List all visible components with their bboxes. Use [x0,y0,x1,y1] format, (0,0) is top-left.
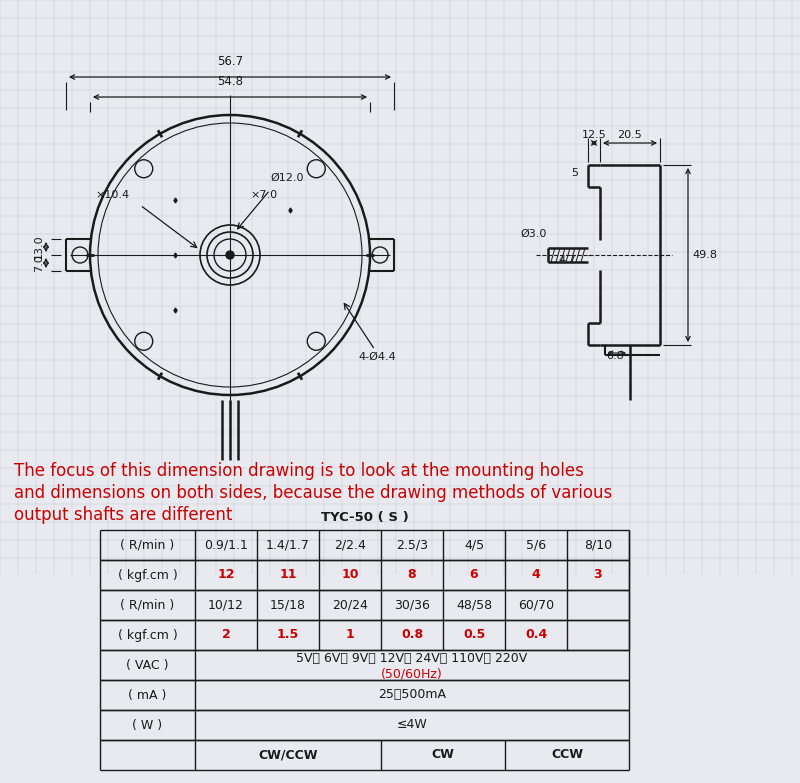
Text: ( kgf.cm ): ( kgf.cm ) [118,568,178,582]
Text: 4.7: 4.7 [558,255,576,265]
Text: 49.8: 49.8 [692,250,717,260]
Text: ( VAC ): ( VAC ) [126,659,169,672]
Text: 8: 8 [408,568,416,582]
Text: ( R/min ): ( R/min ) [120,539,174,551]
Text: 1.4/1.7: 1.4/1.7 [266,539,310,551]
Text: CW/CCW: CW/CCW [258,749,318,762]
Text: 4: 4 [532,568,540,582]
Text: 0.9/1.1: 0.9/1.1 [204,539,248,551]
Text: 0.8: 0.8 [606,351,624,361]
Text: output shafts are different: output shafts are different [14,506,232,524]
Circle shape [226,251,234,259]
Text: 4-Ø4.4: 4-Ø4.4 [358,352,396,362]
Text: 5/6: 5/6 [526,539,546,551]
Text: The focus of this dimension drawing is to look at the mounting holes: The focus of this dimension drawing is t… [14,462,584,480]
Text: 5: 5 [571,168,578,178]
Text: 0.8: 0.8 [401,629,423,641]
Text: 1: 1 [346,629,354,641]
Text: 12: 12 [218,568,234,582]
Text: CCW: CCW [551,749,583,762]
Text: 20/24: 20/24 [332,598,368,612]
Text: 25～500mA: 25～500mA [378,688,446,702]
Text: 12.5: 12.5 [582,130,606,140]
Text: ×10.4: ×10.4 [95,190,129,200]
Text: ( R/min ): ( R/min ) [120,598,174,612]
Text: 13.0: 13.0 [34,235,44,259]
Text: (50/60Hz): (50/60Hz) [381,667,443,680]
Text: 0.5: 0.5 [463,629,485,641]
Text: 0.4: 0.4 [525,629,547,641]
Text: 5V、 6V、 9V、 12V、 24V、 110V、 220V: 5V、 6V、 9V、 12V、 24V、 110V、 220V [296,651,528,665]
Text: 4/5: 4/5 [464,539,484,551]
Text: TYC-50 ( S ): TYC-50 ( S ) [321,511,408,525]
Text: 15/18: 15/18 [270,598,306,612]
Text: 3: 3 [594,568,602,582]
Text: CW: CW [431,749,454,762]
Text: and dimensions on both sides, because the drawing methods of various: and dimensions on both sides, because th… [14,484,612,502]
Text: 2/2.4: 2/2.4 [334,539,366,551]
Text: ×7.0: ×7.0 [250,190,277,200]
Text: ( W ): ( W ) [133,719,162,731]
Text: ( kgf.cm ): ( kgf.cm ) [118,629,178,641]
Text: 8/10: 8/10 [584,539,612,551]
Text: 10/12: 10/12 [208,598,244,612]
Text: 60/70: 60/70 [518,598,554,612]
Text: 2: 2 [222,629,230,641]
Text: 20.5: 20.5 [618,130,642,140]
Text: Ø3.0: Ø3.0 [520,229,546,239]
Text: 54.8: 54.8 [217,75,243,88]
Text: 10: 10 [342,568,358,582]
Text: Ø12.0: Ø12.0 [270,173,303,183]
Text: 48/58: 48/58 [456,598,492,612]
Text: 2.5/3: 2.5/3 [396,539,428,551]
Text: ( mA ): ( mA ) [128,688,166,702]
Text: 6: 6 [470,568,478,582]
Text: 1.5: 1.5 [277,629,299,641]
Text: ≤4W: ≤4W [397,719,427,731]
Text: 30/36: 30/36 [394,598,430,612]
Text: 7.0: 7.0 [34,254,44,272]
Text: 11: 11 [279,568,297,582]
Text: 56.7: 56.7 [217,55,243,68]
